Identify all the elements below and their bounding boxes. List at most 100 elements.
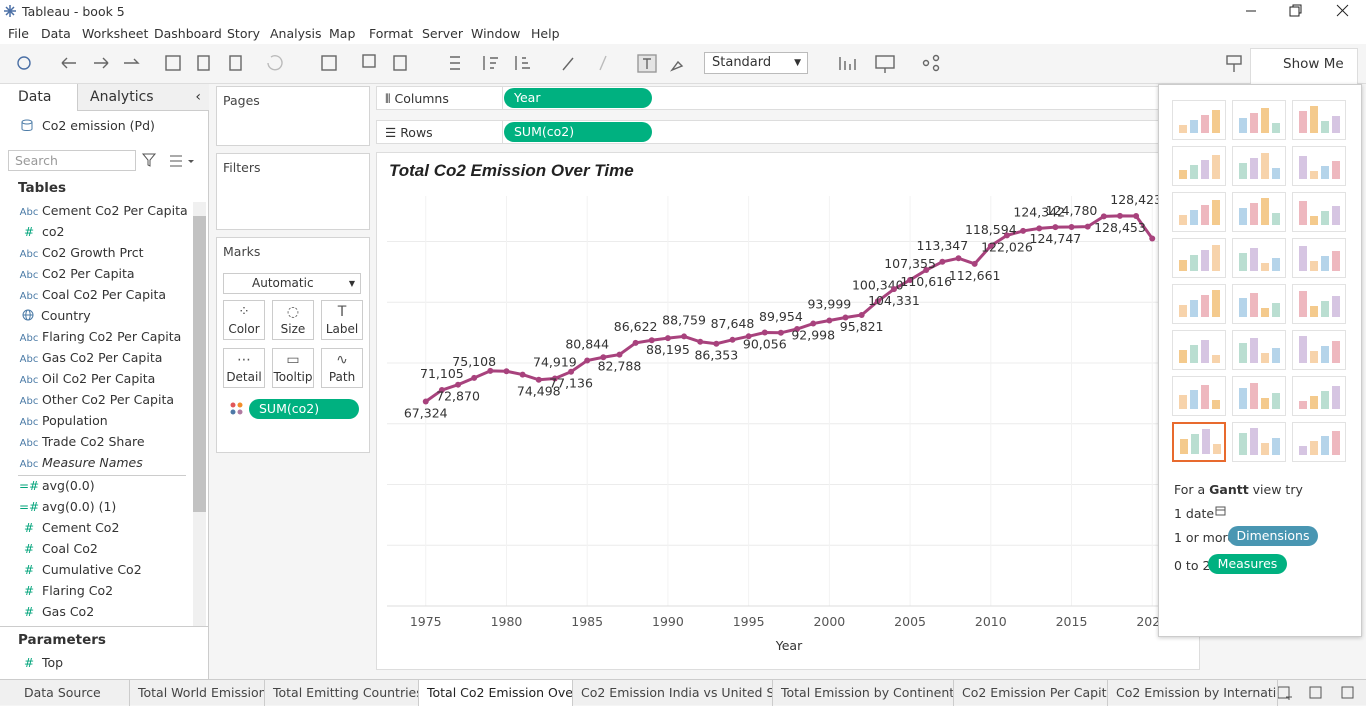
field-type-icon: Abc (19, 291, 39, 302)
point (842, 314, 849, 321)
mark-button[interactable]: ◌ Size (272, 300, 314, 340)
chart-type-thumbnail[interactable] (1292, 146, 1346, 186)
pages-card[interactable]: Pages (216, 86, 370, 146)
chart-type-thumbnail[interactable] (1232, 238, 1286, 278)
sheet-tab[interactable]: Total Co2 Emission Over (419, 680, 573, 706)
chart-type-thumbnail[interactable] (1232, 100, 1286, 140)
chart-type-thumbnail[interactable] (1172, 376, 1226, 416)
menu-item[interactable]: Server (422, 26, 463, 41)
chart-type-thumbnail[interactable] (1232, 146, 1286, 186)
mark-button[interactable]: ▭ Tooltip (272, 348, 314, 388)
chart-type-thumbnail[interactable] (1232, 330, 1286, 370)
menu-item[interactable]: File (8, 26, 29, 41)
search-box[interactable]: Search (8, 150, 136, 171)
field[interactable]: # Cumulative Co2 (0, 560, 188, 580)
chart-type-thumbnail[interactable] (1292, 330, 1346, 370)
field[interactable]: # Flaring Co2 (0, 581, 188, 601)
chart-type-thumbnail[interactable] (1232, 376, 1286, 416)
chart-type-thumbnail[interactable] (1292, 376, 1346, 416)
chart-type-thumbnail[interactable] (1292, 422, 1346, 462)
sheet-tab[interactable]: Co2 Emission India vs United St... (573, 680, 773, 706)
chart-type-thumbnail[interactable] (1172, 146, 1226, 186)
rows-pill[interactable]: SUM(co2) (504, 122, 652, 142)
chart-type-thumbnail[interactable] (1232, 284, 1286, 324)
mark-button[interactable]: ∿ Path (321, 348, 363, 388)
field[interactable]: # Coal Co2 (0, 539, 188, 559)
field[interactable]: Abc Measure Names (0, 453, 188, 473)
field[interactable]: Abc Trade Co2 Share (0, 432, 188, 452)
collapse-arrow[interactable]: ‹ (195, 89, 201, 105)
chart-type-thumbnail[interactable] (1292, 238, 1346, 278)
x-tick-label: 1995 (733, 614, 765, 629)
field[interactable]: Abc Coal Co2 Per Capita (0, 285, 188, 305)
field[interactable]: Abc Oil Co2 Per Capita (0, 369, 188, 389)
chart-type-thumbnail[interactable] (1232, 192, 1286, 232)
field[interactable]: Abc Population (0, 411, 188, 431)
window-controls[interactable] (1236, 0, 1366, 22)
field[interactable]: Abc Other Co2 Per Capita (0, 390, 188, 410)
thumb-shape (1299, 201, 1307, 225)
mark-button[interactable]: ⋯ Detail (223, 348, 265, 388)
toolbar-icons[interactable] (0, 44, 1366, 84)
field-name: Cement Co2 Per Capita (42, 203, 188, 218)
fit-dropdown[interactable]: Standard ▼ (704, 52, 808, 74)
field[interactable]: =# avg(0.0) (0, 476, 188, 496)
field[interactable]: Abc Gas Co2 Per Capita (0, 348, 188, 368)
chart-type-thumbnail[interactable] (1172, 422, 1226, 462)
columns-pill[interactable]: Year (504, 88, 652, 108)
chart-type-thumbnail[interactable] (1232, 422, 1286, 462)
sheet-tab[interactable]: Total Emitting Countries (265, 680, 419, 706)
chart-type-thumbnail[interactable] (1292, 192, 1346, 232)
menu-item[interactable]: Format (369, 26, 414, 41)
sheet-tab[interactable]: Co2 Emission by Internation (1108, 680, 1278, 706)
sheet-tab[interactable]: Total Emission by Continents (773, 680, 954, 706)
menu-item[interactable]: Data (41, 26, 71, 41)
chart-type-thumbnail[interactable] (1292, 100, 1346, 140)
chart-type-thumbnail[interactable] (1172, 192, 1226, 232)
field[interactable]: Abc Co2 Per Capita (0, 264, 188, 284)
sheet-tab[interactable]: Data Source (0, 680, 130, 706)
menu-item[interactable]: Map (329, 26, 356, 41)
chart-type-thumbnail[interactable] (1172, 330, 1226, 370)
point (1149, 235, 1156, 242)
x-tick-label: 2015 (1056, 614, 1088, 629)
thumb-shape (1190, 255, 1198, 271)
data-label: 128,453 (1094, 220, 1146, 235)
thumb-shape (1239, 298, 1247, 317)
field[interactable]: # Top (0, 653, 188, 673)
field[interactable]: Abc Co2 Growth Prct (0, 243, 188, 263)
data-tab[interactable]: Data (0, 84, 77, 111)
menu-item[interactable]: Window (471, 26, 521, 41)
menu-item[interactable]: Story (227, 26, 261, 41)
data-label: 107,355 (884, 256, 936, 271)
mark-type-dropdown[interactable]: Automatic ▼ (223, 273, 361, 294)
sheet-tab[interactable]: Co2 Emission Per Capita (954, 680, 1108, 706)
search-tools[interactable] (140, 152, 200, 170)
field[interactable]: # Cement Co2 (0, 518, 188, 538)
scrollbar[interactable] (193, 202, 206, 626)
scroll-thumb[interactable] (193, 216, 206, 512)
analytics-tab[interactable]: Analytics ‹ (77, 84, 209, 111)
field[interactable]: =# avg(0.0) (1) (0, 497, 188, 517)
chart-type-thumbnail[interactable] (1172, 100, 1226, 140)
show-me-button[interactable]: Show Me (1250, 48, 1358, 84)
field[interactable]: # Gas Co2 (0, 602, 188, 622)
field[interactable]: Abc Flaring Co2 Per Capita (0, 327, 188, 347)
menu-item[interactable]: Worksheet (82, 26, 149, 41)
menu-item[interactable]: Help (531, 26, 560, 41)
chart-type-thumbnail[interactable] (1172, 238, 1226, 278)
mark-button[interactable]: T Label (321, 300, 363, 340)
filters-card[interactable]: Filters (216, 153, 370, 230)
field-name: Cement Co2 (42, 520, 120, 535)
sheet-tab[interactable]: Total World Emission (130, 680, 265, 706)
menu-item[interactable]: Dashboard (154, 26, 222, 41)
menu-item[interactable]: Analysis (270, 26, 322, 41)
new-sheet-buttons[interactable] (1276, 685, 1366, 701)
field[interactable]: Country (0, 306, 188, 326)
chart-type-thumbnail[interactable] (1292, 284, 1346, 324)
mark-button[interactable]: ⁘ Color (223, 300, 265, 340)
field[interactable]: Abc Cement Co2 Per Capita (0, 201, 188, 221)
chart-type-thumbnail[interactable] (1172, 284, 1226, 324)
field[interactable]: # co2 (0, 222, 188, 242)
marks-pill[interactable]: SUM(co2) (249, 399, 359, 419)
